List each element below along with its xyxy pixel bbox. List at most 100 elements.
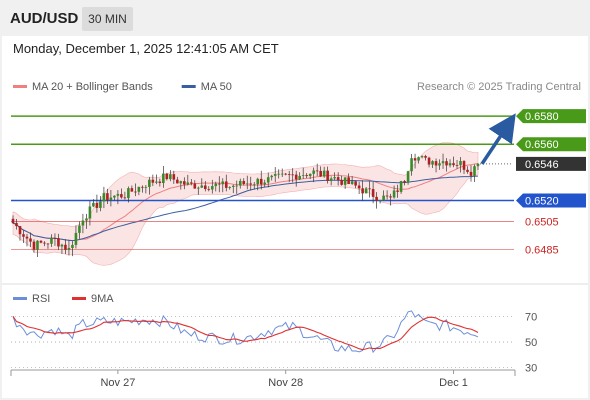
- time-tick-label: Dec 1: [439, 377, 468, 389]
- rsi-legend-swatch: [13, 297, 27, 300]
- last-price-tag: [516, 156, 586, 171]
- candle-down: [151, 179, 155, 183]
- candle-up: [308, 173, 312, 177]
- candle-down: [39, 240, 43, 243]
- candle-down: [207, 189, 211, 190]
- rsi-level-label: 50: [525, 337, 537, 349]
- candle-down: [389, 196, 392, 198]
- candle-down: [462, 161, 466, 170]
- candle-down: [361, 188, 364, 194]
- rsi-level-label: 70: [525, 312, 537, 324]
- candle-up: [113, 195, 116, 198]
- candle-down: [22, 234, 25, 237]
- candle-down: [193, 183, 197, 189]
- candle-up: [214, 183, 218, 187]
- candle-down: [336, 177, 340, 180]
- candle-down: [172, 174, 176, 180]
- resistance-label: 0.6580: [525, 111, 559, 123]
- candle-down: [130, 188, 134, 192]
- candle-down: [106, 193, 109, 201]
- candle-down: [242, 180, 246, 185]
- time-axis: Nov 27 Nov 28 Dec 1: [10, 369, 516, 389]
- candle-up: [81, 220, 85, 226]
- candle-up: [127, 188, 130, 199]
- candle-down: [57, 238, 60, 247]
- candle-up: [148, 179, 151, 187]
- candle-up: [74, 232, 78, 245]
- candle-up: [263, 182, 267, 185]
- candle-up: [322, 170, 326, 177]
- candle-up: [298, 175, 301, 180]
- candle-up: [399, 181, 403, 192]
- last-price-label: 0.6546: [525, 159, 559, 171]
- candle-up: [266, 177, 270, 183]
- legend-swatch: [13, 85, 27, 88]
- candle-down: [319, 170, 322, 177]
- candle-up: [99, 201, 102, 208]
- candle-up: [200, 185, 204, 188]
- candle-up: [312, 170, 315, 174]
- candle-down: [15, 223, 18, 227]
- candle-up: [378, 200, 382, 202]
- candle-down: [424, 156, 427, 158]
- candle-up: [280, 173, 284, 175]
- rsi-line: [12, 310, 479, 354]
- candle-down: [217, 183, 221, 185]
- candle-down: [347, 177, 350, 185]
- candle-down: [452, 163, 455, 166]
- legend-swatch: [181, 85, 196, 88]
- candle-up: [228, 186, 232, 188]
- candle-down: [287, 174, 291, 175]
- candle-down: [249, 183, 253, 185]
- candle-up: [186, 182, 190, 185]
- timeframe-button[interactable]: 30 MIN: [82, 7, 133, 31]
- candle-down: [357, 185, 361, 189]
- candle-down: [326, 170, 329, 181]
- candle-up: [36, 240, 39, 250]
- candle-up: [88, 206, 92, 219]
- candle-up: [92, 202, 95, 207]
- candle-down: [134, 191, 137, 193]
- candle-down: [466, 169, 469, 172]
- candle-up: [270, 175, 274, 178]
- bollinger-band: [12, 142, 479, 266]
- candle-down: [158, 181, 162, 184]
- candle-up: [169, 174, 172, 180]
- candle-down: [141, 186, 144, 188]
- rsi-level-label: 30: [525, 362, 537, 374]
- candle-down: [434, 161, 438, 166]
- candles: [11, 153, 480, 258]
- candle-down: [95, 202, 99, 208]
- candle-up: [179, 181, 183, 184]
- candle-down: [46, 243, 50, 245]
- rsi-panel: 70 50 30: [11, 310, 537, 374]
- candle-down: [190, 182, 193, 184]
- candle-down: [29, 238, 32, 242]
- support-label: 0.6485: [525, 245, 559, 257]
- chart-datetime: Monday, December 1, 2025 12:41:05 AM CET: [13, 41, 279, 56]
- level-labels: 0.6580 0.6560 0.6546 0.6520 0.6505 0.6485: [516, 109, 586, 257]
- candle-down: [403, 181, 406, 183]
- candle-down: [43, 242, 46, 244]
- candle-down: [123, 197, 127, 199]
- pivot-tag: [516, 193, 586, 208]
- candle-up: [144, 186, 148, 188]
- time-tick-label: Nov 28: [268, 377, 303, 389]
- candle-up: [406, 171, 410, 183]
- candle-up: [71, 244, 74, 248]
- candle-up: [431, 161, 434, 165]
- legend-label: MA 20 + Bollinger Bands: [32, 81, 153, 93]
- candle-up: [137, 186, 141, 192]
- top-bar: AUD/USD 30 MIN: [0, 0, 590, 36]
- chart-credit: Research © 2025 Trading Central: [417, 81, 581, 93]
- candle-up: [476, 163, 480, 167]
- candle-up: [221, 181, 225, 185]
- candle-up: [448, 163, 452, 166]
- candle-up: [410, 158, 413, 172]
- candle-down: [445, 161, 448, 166]
- candle-up: [50, 237, 53, 244]
- candle-up: [245, 183, 249, 185]
- candle-down: [284, 173, 288, 175]
- candle-down: [259, 178, 263, 185]
- candle-down: [165, 173, 169, 180]
